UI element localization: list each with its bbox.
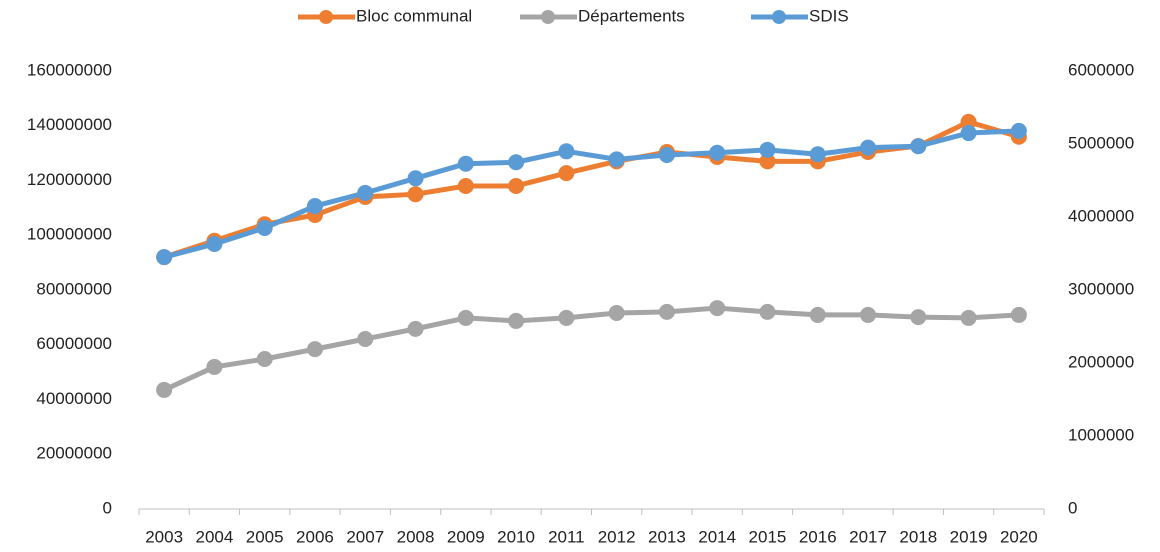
series-marker xyxy=(457,177,474,194)
series-marker xyxy=(1010,306,1027,323)
series-marker xyxy=(156,381,173,398)
series-marker xyxy=(709,300,726,317)
series-line xyxy=(163,119,1020,260)
y-tick-label: 80000000 xyxy=(36,279,112,298)
series-marker xyxy=(910,138,927,155)
legend-marker xyxy=(772,10,786,24)
y2-tick-label: 5000000 xyxy=(1068,133,1134,152)
series-line xyxy=(163,305,1020,393)
series-marker xyxy=(860,306,877,323)
x-tick-label: 2010 xyxy=(497,527,535,546)
series-marker xyxy=(1010,122,1027,139)
y2-tick-label: 2000000 xyxy=(1068,352,1134,371)
series-marker xyxy=(508,177,525,194)
y-tick-label: 40000000 xyxy=(36,389,112,408)
series-marker xyxy=(658,303,675,320)
y2-tick-label: 4000000 xyxy=(1068,206,1134,225)
y-tick-label: 140000000 xyxy=(27,115,112,134)
series-marker xyxy=(407,186,424,203)
series-marker xyxy=(960,113,977,130)
x-tick-label: 2009 xyxy=(447,527,485,546)
series-marker xyxy=(407,320,424,337)
series-marker xyxy=(508,312,525,329)
x-tick-label: 2019 xyxy=(950,527,988,546)
series-marker xyxy=(206,358,223,375)
series-marker xyxy=(306,341,323,358)
series-marker xyxy=(508,154,525,171)
series-marker xyxy=(759,153,776,170)
x-tick-label: 2013 xyxy=(648,527,686,546)
y-tick-label: 100000000 xyxy=(27,225,112,244)
series-marker xyxy=(759,303,776,320)
y2-tick-label: 3000000 xyxy=(1068,279,1134,298)
y-tick-label: 120000000 xyxy=(27,170,112,189)
series-marker xyxy=(457,309,474,326)
x-tick-label: 2015 xyxy=(749,527,787,546)
series-marker xyxy=(558,309,575,326)
x-tick-label: 2011 xyxy=(548,527,585,546)
x-tick-label: 2014 xyxy=(698,527,736,546)
series-marker xyxy=(558,143,575,160)
series-marker xyxy=(256,350,273,367)
x-tick-label: 2006 xyxy=(296,527,334,546)
series-marker xyxy=(809,146,826,163)
series-marker xyxy=(960,125,977,142)
series-marker xyxy=(457,155,474,172)
x-tick-label: 2007 xyxy=(346,527,384,546)
series-marker xyxy=(608,151,625,168)
series-marker xyxy=(960,309,977,326)
series-marker xyxy=(759,141,776,158)
y-tick-label: 160000000 xyxy=(27,60,112,79)
y2-tick-label: 1000000 xyxy=(1068,425,1134,444)
x-tick-label: 2008 xyxy=(397,527,435,546)
legend-label: SDIS xyxy=(809,6,849,25)
series-marker xyxy=(357,184,374,201)
series-line xyxy=(163,128,1019,260)
y2-tick-label: 0 xyxy=(1068,498,1077,517)
series-marker xyxy=(306,198,323,215)
legend-marker xyxy=(541,10,555,24)
x-tick-label: 2012 xyxy=(598,527,636,546)
series-marker xyxy=(860,139,877,156)
x-tick-label: 2016 xyxy=(799,527,837,546)
series-marker xyxy=(809,306,826,323)
x-tick-label: 2003 xyxy=(145,527,183,546)
series-marker xyxy=(156,249,173,266)
y-tick-label: 20000000 xyxy=(36,444,112,463)
y2-tick-label: 6000000 xyxy=(1068,60,1134,79)
legend-marker xyxy=(319,10,333,24)
series-marker xyxy=(558,165,575,182)
series-marker xyxy=(206,236,223,253)
series-marker xyxy=(407,170,424,187)
x-tick-label: 2020 xyxy=(1000,527,1038,546)
series-marker xyxy=(910,309,927,326)
series-marker xyxy=(357,331,374,348)
x-tick-label: 2017 xyxy=(849,527,887,546)
x-tick-label: 2004 xyxy=(196,527,234,546)
series-marker xyxy=(256,219,273,236)
legend-label: Départements xyxy=(578,6,685,25)
x-tick-label: 2005 xyxy=(246,527,284,546)
series-marker xyxy=(658,146,675,163)
series-marker xyxy=(709,144,726,161)
y-tick-label: 60000000 xyxy=(36,334,112,353)
y-tick-label: 0 xyxy=(103,498,112,517)
legend-label: Bloc communal xyxy=(356,6,472,25)
x-tick-label: 2018 xyxy=(899,527,937,546)
series-marker xyxy=(608,304,625,321)
